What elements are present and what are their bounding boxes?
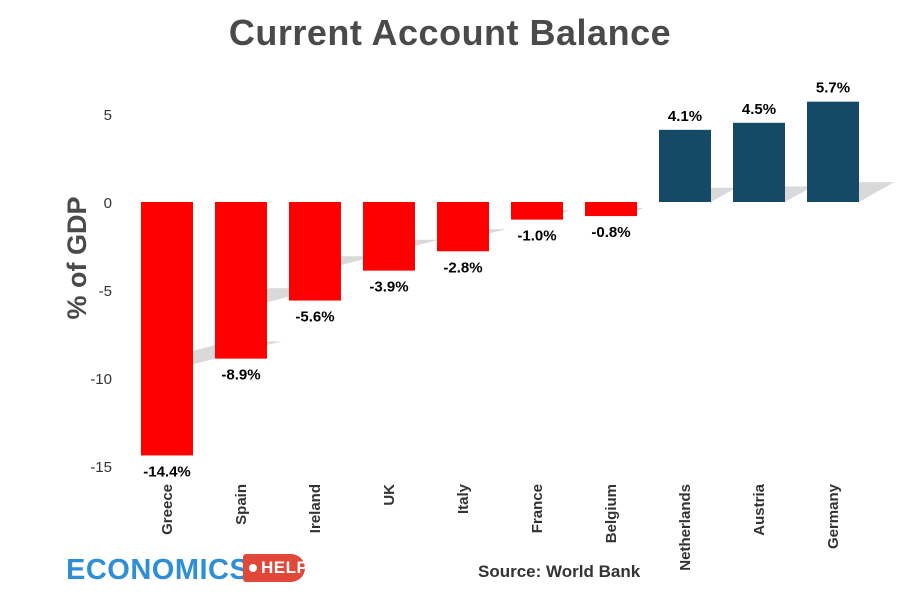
y-tick-label: -5: [99, 283, 112, 300]
y-axis-ticks: 5 0 -5 -10 -15: [90, 107, 112, 476]
logo-tag-text: HELP: [261, 558, 309, 577]
x-tick-label: UK: [381, 484, 398, 506]
logo-tag: HELP: [243, 554, 309, 582]
bar-netherlands: [659, 129, 711, 202]
tag-hole-icon: [249, 564, 257, 572]
data-label: 5.7%: [816, 80, 850, 97]
y-axis-label: % of GDP: [62, 196, 92, 319]
data-label: -1.0%: [517, 228, 556, 245]
y-tick-label: 5: [104, 107, 112, 124]
bar-germany: [807, 101, 859, 202]
bars: [141, 101, 859, 456]
y-tick-label: -15: [90, 459, 112, 476]
x-tick-label: Austria: [751, 483, 768, 535]
data-label: -5.6%: [295, 309, 334, 326]
bar-greece: [141, 202, 193, 456]
x-tick-label: Germany: [825, 483, 842, 549]
x-tick-label: Ireland: [307, 484, 324, 533]
data-label: -14.4%: [143, 463, 191, 480]
x-tick-label: Italy: [455, 483, 472, 514]
x-axis-ticks: Greece Spain Ireland UK Italy France Belgium Ne…: [159, 483, 842, 570]
bar-austria: [733, 122, 785, 202]
data-label: -2.8%: [443, 259, 482, 276]
chart-title: Current Account Balance: [228, 12, 672, 53]
data-labels: -14.4% -8.9% -5.6% -3.9% -2.8% -1.0% -0.8% 4.1%…: [143, 80, 850, 481]
data-label: -0.8%: [591, 224, 630, 241]
x-tick-label: Greece: [159, 484, 176, 535]
logo-text: ECONOMICS: [66, 554, 250, 586]
bar-spain: [215, 202, 267, 359]
x-tick-label: Netherlands: [677, 484, 694, 571]
data-label: -3.9%: [369, 279, 408, 296]
bar-italy: [437, 202, 489, 252]
data-label: 4.5%: [742, 101, 776, 118]
x-tick-label: Belgium: [603, 484, 620, 543]
bar-ireland: [289, 202, 341, 301]
bar-france: [511, 202, 563, 220]
x-tick-label: Spain: [233, 484, 250, 525]
data-label: 4.1%: [668, 108, 702, 125]
x-tick-label: France: [529, 484, 546, 533]
bar-belgium: [585, 202, 637, 217]
bar-uk: [363, 202, 415, 271]
data-label: -8.9%: [221, 367, 260, 384]
y-tick-label: 0: [104, 195, 112, 212]
source-note: Source: World Bank: [478, 562, 641, 581]
y-tick-label: -10: [90, 371, 112, 388]
